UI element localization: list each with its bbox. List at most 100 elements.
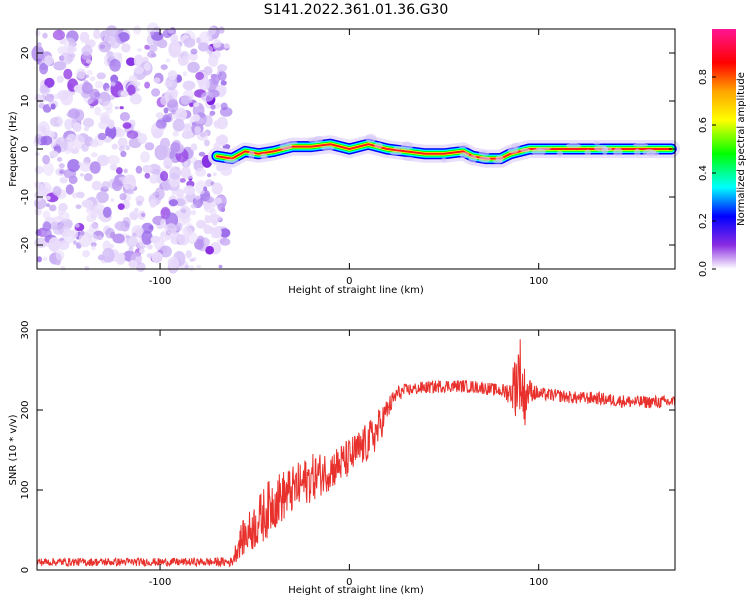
noise-blob [102, 206, 112, 218]
noise-blob [218, 264, 223, 269]
noise-blob [210, 104, 216, 110]
noise-blob [52, 186, 62, 196]
noise-blob [164, 80, 173, 88]
y-tick-label: 100 [20, 480, 31, 499]
noise-blob [170, 89, 179, 97]
noise-blob [91, 152, 98, 158]
ridge-speckle [634, 148, 641, 157]
noise-blob [95, 210, 104, 219]
noise-blob [163, 107, 169, 114]
noise-blob [110, 81, 116, 87]
noise-blob [126, 57, 136, 66]
noise-blob [148, 225, 154, 230]
noise-blob [96, 72, 106, 80]
noise-blob [171, 190, 177, 196]
noise-blob [126, 130, 139, 139]
noise-blob [67, 159, 80, 172]
x-tick-label: 100 [529, 276, 548, 287]
ridge-speckle [402, 156, 415, 161]
noise-blob [151, 251, 163, 264]
noise-blob [144, 44, 150, 50]
noise-blob [89, 76, 96, 82]
noise-blob [149, 174, 159, 184]
noise-blob [109, 164, 118, 171]
noise-blob [55, 250, 65, 261]
noise-blob [163, 157, 173, 170]
noise-blob [188, 265, 195, 272]
y-tick-label: 200 [20, 400, 31, 419]
noise-blob [119, 112, 130, 122]
ridge-speckle [224, 158, 239, 164]
snr-frame [36, 329, 676, 571]
noise-blob [198, 151, 206, 157]
noise-blob [180, 208, 187, 214]
noise-blob [105, 25, 118, 37]
noise-blob [206, 45, 214, 55]
noise-blob [199, 31, 213, 44]
noise-blob [98, 41, 112, 53]
noise-blob [65, 184, 74, 195]
noise-blob [194, 126, 202, 134]
noise-blob [187, 61, 200, 73]
noise-blob [84, 265, 90, 271]
ridge-speckle [320, 145, 335, 151]
noise-blob [208, 54, 219, 67]
noise-blob [71, 192, 78, 199]
noise-blob [67, 109, 80, 119]
noise-blob [183, 160, 188, 167]
colorbar-gradient [712, 29, 736, 269]
noise-blob [220, 102, 228, 111]
noise-blob [96, 191, 109, 204]
noise-blob [144, 172, 151, 179]
noise-blob [170, 34, 179, 44]
noise-blob [157, 39, 168, 49]
noise-blob [193, 114, 200, 122]
noise-blob [44, 55, 54, 66]
noise-blob [207, 173, 212, 178]
noise-blob [48, 204, 57, 212]
noise-blob [216, 116, 228, 130]
noise-blob [49, 117, 61, 127]
noise-blob [168, 199, 178, 207]
noise-blob [107, 130, 117, 138]
noise-blob [94, 80, 104, 89]
noise-blob [49, 150, 59, 158]
noise-blob [121, 43, 131, 53]
noise-blob [57, 46, 68, 55]
noise-blob [212, 172, 217, 177]
ridge-speckle [507, 146, 519, 154]
noise-blob [97, 98, 103, 104]
noise-blob [73, 84, 85, 93]
noise-blob [82, 117, 95, 128]
noise-blob [120, 90, 129, 98]
colorbar-ticks: 0.0 0.2 0.4 0.6 0.8 [698, 69, 716, 277]
y-tick-label: 0 [20, 567, 31, 573]
noise-blob [45, 195, 51, 201]
noise-blob [86, 69, 93, 76]
noise-blob [205, 196, 214, 203]
noise-blob [181, 55, 190, 66]
colorbar-tick-label: 0.8 [698, 69, 709, 85]
noise-blob [185, 250, 192, 259]
noise-blob [129, 93, 142, 105]
noise-blob [195, 180, 207, 195]
noise-blob [211, 182, 223, 195]
noise-blob [102, 247, 115, 263]
colorbar: 0.0 0.2 0.4 0.6 0.8 Normalized spectral ampl… [698, 29, 747, 277]
x-tick-label: -100 [149, 577, 172, 588]
noise-blob [64, 37, 76, 52]
y-tick-label: 10 [20, 95, 31, 108]
noise-blob [51, 142, 56, 147]
ridge-speckle [612, 147, 623, 157]
noise-blob [45, 94, 55, 102]
colorbar-tick-label: 0.6 [698, 117, 709, 133]
noise-blob [143, 62, 151, 71]
noise-blob [167, 99, 179, 113]
noise-blob [49, 221, 62, 230]
noise-blob [75, 191, 85, 199]
noise-blob [150, 235, 161, 244]
noise-blob [37, 121, 50, 137]
noise-blob [182, 80, 196, 91]
noise-blob [139, 248, 145, 254]
